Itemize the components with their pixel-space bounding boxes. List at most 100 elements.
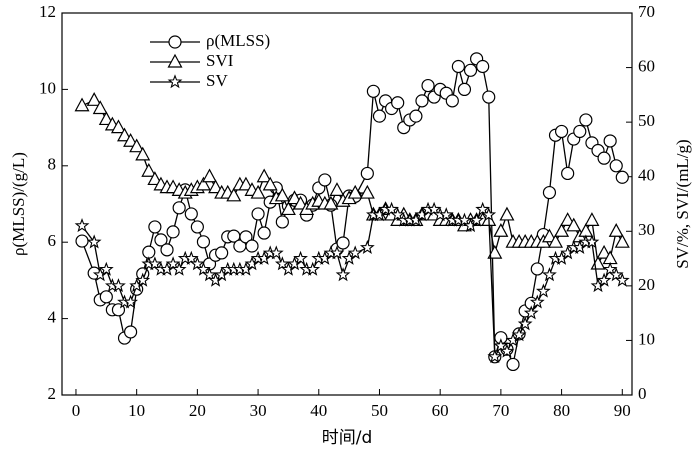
marker [329, 182, 345, 196]
legend-label: ρ(MLSS) [206, 31, 270, 50]
marker [426, 201, 442, 216]
marker [123, 294, 138, 309]
marker [274, 256, 290, 271]
marker [202, 168, 218, 183]
x-tick-label: 80 [553, 401, 570, 420]
marker [147, 171, 163, 186]
marker [384, 201, 400, 216]
marker [129, 138, 145, 153]
marker [117, 127, 133, 142]
x-tick-label: 90 [614, 401, 631, 420]
y2-tick-label: 60 [638, 56, 655, 75]
marker [329, 245, 345, 260]
marker [92, 100, 108, 115]
marker [202, 267, 217, 282]
y-tick-label: 6 [48, 231, 57, 250]
plot-frame [61, 12, 633, 396]
marker [391, 96, 405, 110]
y-tick-label: 10 [39, 78, 56, 97]
marker [506, 357, 520, 372]
marker [390, 207, 406, 222]
marker [323, 195, 339, 210]
marker [98, 261, 114, 276]
marker [372, 109, 387, 123]
marker [560, 212, 576, 226]
marker [554, 223, 570, 237]
x-tick-label: 0 [72, 401, 81, 420]
marker [476, 59, 490, 74]
marker [602, 261, 618, 276]
marker [463, 63, 478, 77]
marker [305, 261, 321, 276]
marker [487, 349, 503, 364]
marker [167, 74, 183, 89]
marker [245, 239, 259, 253]
marker [554, 124, 569, 139]
marker [609, 159, 623, 173]
marker [584, 212, 600, 226]
marker [147, 256, 163, 271]
marker [530, 262, 544, 276]
marker [123, 325, 138, 339]
marker [167, 53, 183, 68]
marker [561, 166, 575, 181]
marker [469, 212, 485, 227]
marker [98, 111, 114, 126]
marker [226, 187, 242, 202]
x-tick-label: 70 [492, 401, 509, 420]
marker [171, 261, 187, 276]
y-tick-label: 8 [48, 155, 57, 174]
marker [286, 190, 302, 205]
marker [590, 255, 606, 270]
marker [614, 272, 630, 287]
y-tick-label: 2 [48, 384, 57, 403]
marker [457, 212, 472, 227]
marker [336, 236, 350, 250]
y-tick-label: 4 [48, 308, 57, 327]
marker [208, 179, 224, 194]
marker [135, 272, 151, 287]
marker [523, 305, 539, 320]
marker [481, 207, 497, 222]
marker [148, 220, 162, 234]
marker [493, 338, 509, 353]
marker [438, 207, 454, 222]
marker [135, 146, 151, 161]
marker [257, 226, 271, 240]
marker [421, 78, 435, 93]
marker [262, 176, 278, 191]
marker [584, 234, 600, 249]
marker [184, 207, 198, 221]
marker [457, 82, 472, 97]
y2-tick-label: 10 [638, 329, 655, 348]
x-tick-label: 40 [310, 401, 327, 420]
marker [359, 239, 375, 254]
legend-label: SVI [206, 51, 234, 70]
y-axis-label: ρ(MLSS)/(g/L) [9, 152, 28, 256]
marker [189, 256, 205, 271]
marker [566, 217, 582, 232]
marker [274, 187, 290, 202]
marker [359, 184, 375, 199]
marker [511, 327, 527, 342]
marker [347, 245, 363, 260]
y2-tick-label: 50 [638, 111, 655, 130]
marker [215, 246, 229, 260]
y2-tick-label: 40 [638, 166, 655, 185]
marker [451, 59, 465, 74]
marker [608, 267, 624, 282]
marker [573, 124, 587, 139]
y-tick-label: 12 [39, 2, 56, 21]
marker [499, 343, 515, 358]
marker [596, 244, 612, 259]
marker [293, 250, 308, 265]
marker [110, 119, 126, 134]
marker [360, 166, 374, 181]
marker [183, 250, 199, 265]
marker [74, 97, 90, 112]
marker [86, 92, 102, 106]
marker [250, 184, 266, 199]
marker [318, 173, 332, 187]
y2-tick-label: 20 [638, 275, 655, 294]
marker [123, 132, 139, 147]
